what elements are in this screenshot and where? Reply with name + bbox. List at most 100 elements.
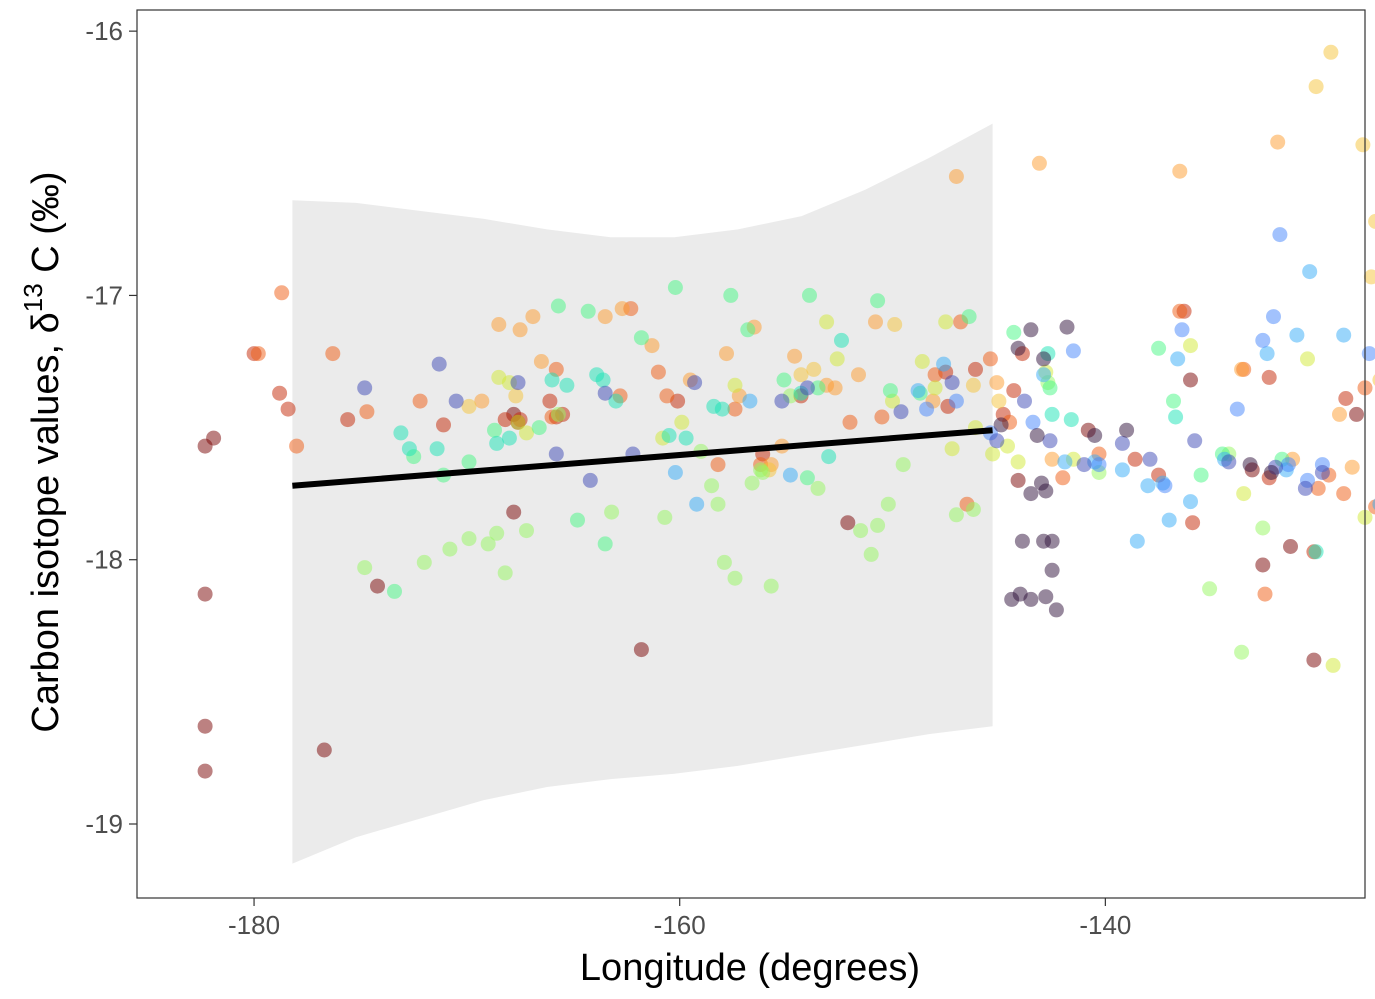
- data-point: [842, 414, 858, 430]
- data-point: [1283, 539, 1298, 554]
- data-point: [1266, 309, 1281, 325]
- data-point: [1119, 422, 1135, 438]
- data-point: [480, 536, 496, 552]
- x-axis-title: Longitude (degrees): [580, 947, 920, 989]
- data-point: [719, 346, 734, 362]
- data-point: [501, 430, 517, 446]
- data-point: [1055, 470, 1071, 486]
- data-point: [461, 454, 477, 470]
- data-point: [531, 420, 547, 436]
- data-point: [944, 375, 960, 391]
- data-point: [742, 393, 758, 409]
- data-point: [763, 578, 779, 594]
- data-point: [1255, 557, 1271, 573]
- data-point: [1036, 367, 1052, 383]
- data-point: [989, 433, 1005, 449]
- data-point: [1314, 465, 1330, 480]
- data-point: [1042, 433, 1058, 449]
- data-point: [989, 375, 1005, 391]
- data-point: [1234, 644, 1250, 660]
- data-point: [570, 512, 585, 528]
- data-point: [1161, 512, 1177, 528]
- y-axis: -16 -17 -18 -19: [85, 16, 137, 839]
- data-point: [289, 438, 305, 454]
- data-point: [1091, 457, 1107, 473]
- data-point: [1038, 589, 1054, 605]
- data-point: [1057, 454, 1073, 470]
- data-point: [1185, 515, 1201, 531]
- data-point: [614, 301, 630, 317]
- data-point: [927, 367, 943, 383]
- data-point: [1259, 346, 1275, 362]
- data-point: [197, 586, 213, 602]
- data-point: [1059, 319, 1075, 335]
- data-point: [793, 367, 809, 383]
- data-point: [727, 401, 743, 417]
- data-point: [1183, 338, 1198, 354]
- data-point: [1336, 327, 1352, 343]
- data-point: [704, 478, 720, 494]
- data-point: [1166, 393, 1181, 409]
- data-point: [340, 412, 356, 428]
- data-point: [1242, 457, 1258, 473]
- data-point: [633, 330, 649, 346]
- data-point: [1014, 533, 1030, 549]
- data-point: [887, 317, 903, 332]
- data-point: [1221, 454, 1237, 470]
- data-point: [597, 385, 613, 401]
- data-point: [580, 303, 596, 319]
- data-point: [1297, 480, 1313, 496]
- data-point: [491, 317, 507, 332]
- data-point: [965, 502, 981, 517]
- data-point: [657, 509, 673, 525]
- data-point: [1263, 465, 1279, 480]
- data-point: [1300, 351, 1315, 367]
- data-point: [1193, 467, 1209, 483]
- data-point: [1236, 486, 1252, 502]
- data-point: [714, 401, 730, 417]
- y-axis-title-prefix: Carbon isotope values, δ: [25, 312, 67, 732]
- data-point: [542, 393, 558, 409]
- data-point: [1363, 269, 1375, 285]
- data-point: [716, 554, 732, 570]
- data-point: [1076, 457, 1092, 473]
- data-point: [1044, 451, 1060, 467]
- data-point: [357, 380, 373, 396]
- data-point: [1038, 483, 1054, 499]
- data-point: [1114, 462, 1130, 478]
- data-point: [799, 380, 815, 396]
- data-point: [197, 718, 213, 734]
- data-point: [1142, 451, 1158, 467]
- data-point: [412, 393, 428, 409]
- data-point: [723, 287, 739, 303]
- data-point: [727, 570, 743, 586]
- data-point: [689, 496, 705, 512]
- data-point: [982, 351, 998, 367]
- data-point: [1042, 380, 1058, 396]
- data-point: [840, 515, 856, 531]
- data-point: [508, 388, 524, 404]
- data-point: [1310, 480, 1326, 496]
- data-point: [436, 417, 451, 433]
- data-point: [810, 380, 826, 396]
- data-point: [197, 763, 213, 779]
- data-point: [893, 404, 909, 420]
- data-point: [1036, 351, 1052, 367]
- confidence-band: [292, 123, 993, 864]
- data-point: [776, 372, 792, 388]
- data-point: [1170, 351, 1186, 367]
- data-point: [782, 467, 798, 483]
- data-point: [510, 375, 526, 391]
- data-point: [810, 480, 826, 496]
- data-point: [1229, 401, 1245, 417]
- data-point: [1308, 544, 1324, 560]
- data-point: [274, 285, 290, 301]
- data-point: [633, 642, 649, 658]
- y-tick-label: -17: [85, 280, 123, 310]
- data-point: [506, 504, 522, 520]
- data-point: [1048, 602, 1064, 618]
- data-point: [895, 457, 911, 473]
- data-point: [874, 409, 890, 425]
- data-point: [787, 348, 803, 364]
- data-point: [1332, 406, 1347, 422]
